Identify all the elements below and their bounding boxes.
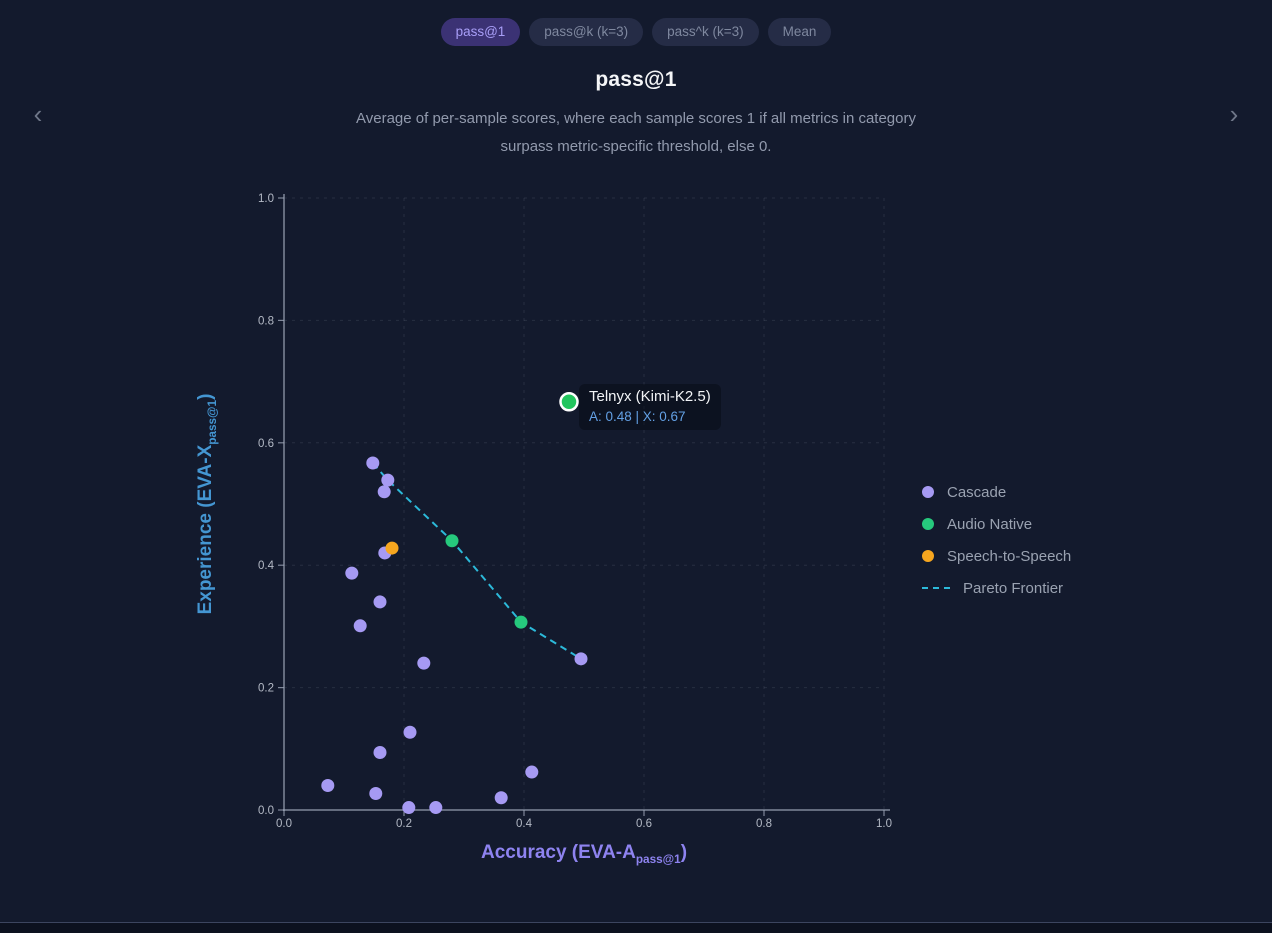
data-point-cascade[interactable]	[574, 652, 588, 666]
data-point-cascade[interactable]	[402, 801, 416, 815]
tab-mean[interactable]: Mean	[767, 18, 832, 46]
pareto-frontier-dash-icon	[922, 587, 950, 589]
data-point-speech-to-speech[interactable]	[385, 541, 399, 555]
data-point-cascade[interactable]	[369, 786, 383, 800]
data-point-cascade[interactable]	[353, 619, 367, 633]
x-tick-label: 0.0	[276, 818, 292, 830]
data-point-cascade[interactable]	[373, 745, 387, 759]
y-tick-label: 0.6	[258, 438, 274, 450]
next-chart-button[interactable]: ›	[1218, 98, 1250, 130]
x-tick-label: 0.4	[516, 818, 533, 830]
legend-label: Speech-to-Speech	[947, 547, 1072, 565]
legend-item-audio-native[interactable]: Audio Native	[922, 514, 1071, 534]
x-axis-label-close: )	[680, 842, 688, 864]
y-tick-label: 0.2	[258, 683, 274, 695]
y-tick-label: 0.0	[258, 805, 274, 817]
data-point-cascade[interactable]	[525, 765, 539, 779]
data-point-cascade[interactable]	[321, 779, 335, 793]
legend-label: Audio Native	[947, 515, 1033, 533]
x-axis-label-main: Accuracy (EVA-A	[480, 842, 636, 864]
y-axis-label: Experience (EVA-Xpass@1)	[195, 394, 219, 615]
data-point-audio-native[interactable]	[514, 615, 528, 629]
data-point-cascade[interactable]	[373, 595, 387, 609]
data-point-cascade[interactable]	[494, 791, 508, 805]
legend-item-speech-to-speech[interactable]: Speech-to-Speech	[922, 546, 1071, 566]
y-tick-label: 0.8	[258, 315, 274, 327]
x-tick-label: 0.8	[756, 818, 772, 830]
tooltip-values: A: 0.48 | X: 0.67	[589, 409, 686, 424]
highlighted-data-point[interactable]	[559, 392, 579, 412]
chart-subtitle-line1: Average of per-sample scores, where each…	[356, 110, 916, 127]
legend-label: Pareto Frontier	[963, 579, 1064, 597]
cascade-dot-icon	[922, 486, 934, 498]
data-point-cascade[interactable]	[403, 725, 417, 739]
tab-pass-k-k-3[interactable]: pass^k (k=3)	[652, 18, 759, 46]
legend-item-pareto-frontier[interactable]: Pareto Frontier	[922, 578, 1071, 598]
audio-native-dot-icon	[922, 518, 934, 530]
data-point-cascade[interactable]	[345, 566, 359, 580]
x-axis-label-sub: pass@1	[635, 852, 681, 866]
data-point-audio-native[interactable]	[445, 534, 459, 548]
x-tick-label: 0.6	[636, 818, 652, 830]
data-point-cascade[interactable]	[417, 656, 431, 670]
y-axis-label-main: Experience (EVA-X	[195, 444, 217, 615]
legend: Cascade Audio Native Speech-to-Speech Paret…	[922, 482, 1071, 598]
y-tick-label: 0.4	[258, 560, 275, 572]
chart-title: pass@1	[595, 68, 677, 91]
x-tick-label: 1.0	[876, 818, 892, 830]
prev-chart-button[interactable]: ‹	[22, 98, 54, 130]
footer-strip	[0, 922, 1272, 933]
metric-tabs: pass@1 pass@k (k=3) pass^k (k=3) Mean	[0, 18, 1272, 46]
legend-label: Cascade	[947, 483, 1007, 501]
legend-item-cascade[interactable]: Cascade	[922, 482, 1071, 502]
hover-tooltip: Telnyx (Kimi-K2.5) A: 0.48 | X: 0.67	[579, 384, 721, 430]
tab-pass-k-k-3[interactable]: pass@k (k=3)	[529, 18, 644, 46]
y-axis-label-sub: pass@1	[205, 399, 219, 445]
x-axis-label: Accuracy (EVA-Apass@1)	[481, 842, 687, 866]
chart-subtitle-line2: surpass metric-specific threshold, else …	[500, 138, 772, 155]
pareto-frontier-line	[372, 462, 582, 660]
speech-to-speech-dot-icon	[922, 550, 934, 562]
data-point-cascade[interactable]	[381, 473, 395, 487]
data-point-cascade[interactable]	[377, 485, 391, 499]
y-tick-label: 1.0	[258, 193, 274, 205]
tooltip-model-name: Telnyx (Kimi-K2.5)	[589, 388, 711, 405]
data-point-cascade[interactable]	[429, 801, 443, 815]
x-tick-label: 0.2	[396, 818, 412, 830]
tab-pass-1[interactable]: pass@1	[440, 18, 521, 46]
data-point-cascade[interactable]	[366, 456, 380, 470]
chart-subtitle: Average of per-sample scores, where each…	[0, 105, 1272, 161]
y-axis-label-close: )	[195, 393, 217, 400]
